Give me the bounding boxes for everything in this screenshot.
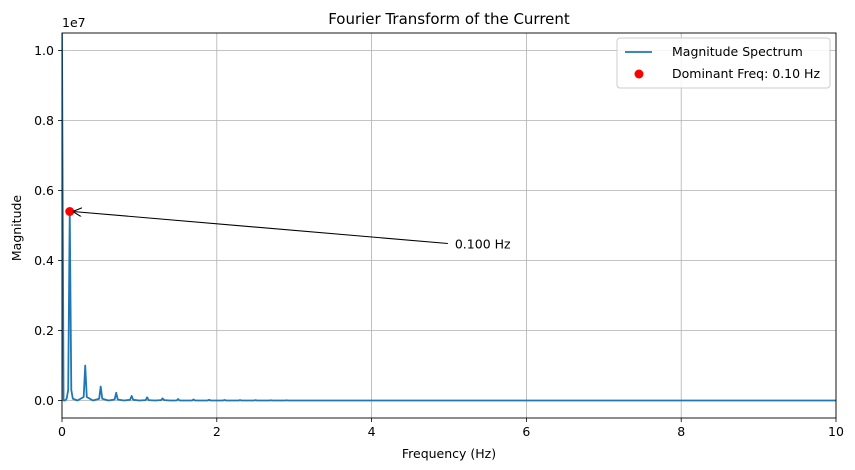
x-tick-label: 0	[58, 424, 66, 439]
y-tick-label: 0.0	[34, 393, 54, 408]
legend-label-dominant: Dominant Freq: 0.10 Hz	[672, 66, 820, 81]
ticks: 0 2 4 6 8 10 0.0 0.2 0.4 0.6 0.8 1.0	[34, 43, 844, 439]
legend-dot-swatch	[634, 69, 644, 79]
y-axis-label: Magnitude	[9, 195, 24, 262]
y-scale-multiplier: 1e7	[62, 15, 86, 30]
x-axis-label: Frequency (Hz)	[402, 446, 496, 461]
chart-title: Fourier Transform of the Current	[328, 10, 570, 28]
annotation-layer: 0.100 Hz	[73, 212, 511, 252]
y-tick-label: 0.8	[34, 113, 54, 128]
annotation-arrow	[73, 212, 448, 245]
y-tick-label: 0.2	[34, 323, 54, 338]
y-tick-label: 0.6	[34, 183, 54, 198]
annotation-label: 0.100 Hz	[455, 237, 511, 252]
x-tick-label: 2	[213, 424, 221, 439]
legend-box	[616, 37, 831, 89]
legend-label-magnitude: Magnitude Spectrum	[672, 44, 803, 59]
plot-frame	[61, 32, 837, 419]
x-tick-label: 10	[828, 424, 844, 439]
series-layer	[62, 33, 836, 402]
series-line-magnitude-spectrum	[62, 33, 836, 402]
y-tick-label: 1.0	[34, 43, 54, 58]
y-tick-label: 0.4	[34, 253, 54, 268]
x-tick-label: 8	[677, 424, 685, 439]
dominant-frequency-point	[65, 207, 75, 216]
x-tick-label: 6	[522, 424, 530, 439]
grid	[61, 33, 837, 418]
legend: Magnitude Spectrum Dominant Freq: 0.10 H…	[616, 37, 831, 89]
x-tick-label: 4	[368, 424, 376, 439]
